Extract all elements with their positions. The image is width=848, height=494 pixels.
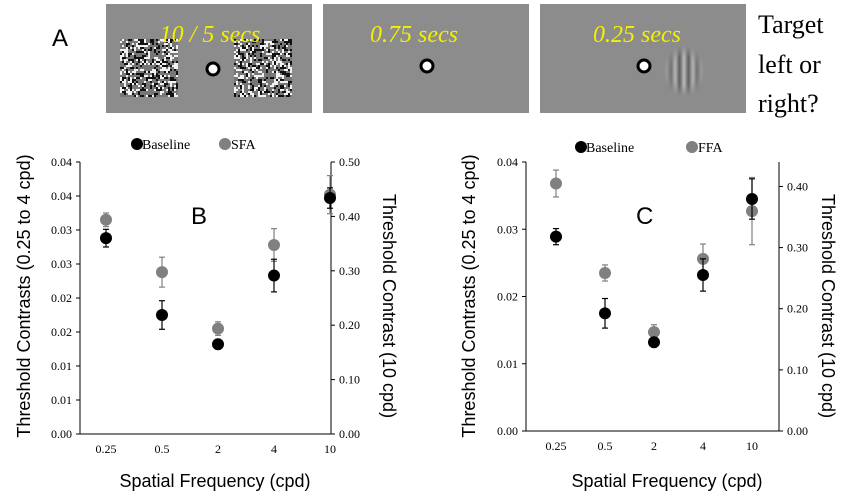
grating-target [662,46,706,96]
legend-label-ffa: FFA [698,141,724,156]
legend: Baseline FFA [575,141,724,156]
x-tick-label: 2 [215,442,221,456]
y2-tick-label: 0.40 [787,179,808,193]
data-point-baseline [268,269,280,282]
data-point-baseline [324,192,336,205]
frame-time-label: 0.75 secs [370,22,458,48]
x-tick-label: 0.25 [96,442,117,456]
y2-tick-label: 0.40 [339,209,360,223]
y-tick-label: 0.02 [51,325,72,339]
data-point-ffa [550,177,562,190]
x-tick-label: 4 [700,439,706,453]
y2-tick-label: 0.30 [787,241,808,255]
frame-background [323,4,529,113]
data-point-sfa [212,322,224,335]
data-point-sfa [156,266,168,279]
panel-a-label: A [52,25,68,52]
frame-background [540,4,746,113]
data-point-baseline [697,268,709,281]
data-point-baseline [599,307,611,320]
y-tick-label: 0.00 [51,427,72,441]
data-point-baseline [212,338,224,351]
legend-label-sfa: SFA [231,138,257,153]
fixation-dot-icon [636,58,652,74]
y-tick-label: 0.03 [51,223,72,237]
x-axis-title: Spatial Frequency (cpd) [571,471,762,491]
y-axis-title: Threshold Contrasts (0.25 to 4 cpd) [14,154,34,437]
y2-tick-label: 0.30 [339,264,360,278]
x-tick-label: 2 [651,439,657,453]
y-axis-title: Threshold Contrasts (0.25 to 4 cpd) [459,154,479,437]
x-axis-title: Spatial Frequency (cpd) [119,471,310,491]
stimulus-frame-target: 0.25 secs [540,4,746,113]
legend: Baseline SFA [131,138,257,153]
data-point-baseline [550,230,562,243]
y2-tick-label: 0.20 [339,318,360,332]
fixation-dot-icon [205,61,221,77]
stimulus-frame-adaptation: 10 / 5 secs [106,4,312,113]
data-point-ffa [599,266,611,279]
question-line: Target [758,10,824,39]
noise-texture [234,39,292,97]
data-point-baseline [746,192,758,205]
frame-time-label: 0.25 secs [593,22,681,48]
y-tick-label: 0.01 [51,393,72,407]
x-tick-label: 0.25 [546,439,567,453]
data-point-sfa [100,213,112,226]
y-tick-label: 0.04 [497,155,518,169]
chart-panel-b: B Baseline SFA Threshold Contrasts (0.25… [14,138,399,491]
legend-marker-baseline [131,138,143,150]
y-tick-label: 0.01 [497,357,518,371]
y2-tick-label: 0.20 [787,302,808,316]
y-tick-label: 0.00 [497,424,518,438]
y2-tick-label: 0.00 [787,424,808,438]
y2-tick-label: 0.00 [339,427,360,441]
x-tick-label: 10 [746,439,758,453]
data-point-sfa [268,238,280,251]
frame-time-label: 10 / 5 secs [160,22,261,48]
y2-tick-label: 0.50 [339,155,360,169]
y2-tick-label: 0.10 [787,363,808,377]
stimulus-frame-blank: 0.75 secs [323,4,529,113]
y2-axis-title: Threshold Contrast (10 cpd) [379,194,399,418]
noise-texture [120,39,178,97]
y2-axis-title: Threshold Contrast (10 cpd) [818,194,838,418]
y-tick-label: 0.04 [51,155,72,169]
panel-b-label: B [191,203,207,230]
legend-marker-sfa [219,138,231,150]
x-tick-label: 0.5 [155,442,170,456]
y-tick-label: 0.03 [497,222,518,236]
legend-label-baseline: Baseline [586,141,634,156]
y2-tick-label: 0.10 [339,373,360,387]
y-tick-label: 0.03 [51,257,72,271]
fixation-dot-icon [419,58,435,74]
y-tick-label: 0.01 [51,359,72,373]
y-tick-label: 0.02 [51,291,72,305]
x-tick-label: 4 [271,442,277,456]
chart-panel-c: C Baseline FFA Threshold Contrasts (0.25… [459,141,838,491]
question-line: left or [758,50,821,79]
legend-marker-ffa [686,141,698,153]
y-tick-label: 0.04 [51,189,72,203]
data-point-baseline [100,232,112,245]
panel-a: A 10 / 5 secs 0.75 secs [52,4,824,118]
legend-marker-baseline [575,141,587,153]
panel-c-label: C [636,203,653,230]
x-tick-label: 0.5 [598,439,613,453]
data-point-ffa [648,326,660,339]
x-tick-label: 10 [324,442,336,456]
data-point-baseline [648,336,660,349]
question-line: right? [758,89,819,118]
data-point-baseline [156,309,168,321]
y-tick-label: 0.02 [497,290,518,304]
legend-label-baseline: Baseline [142,138,190,153]
